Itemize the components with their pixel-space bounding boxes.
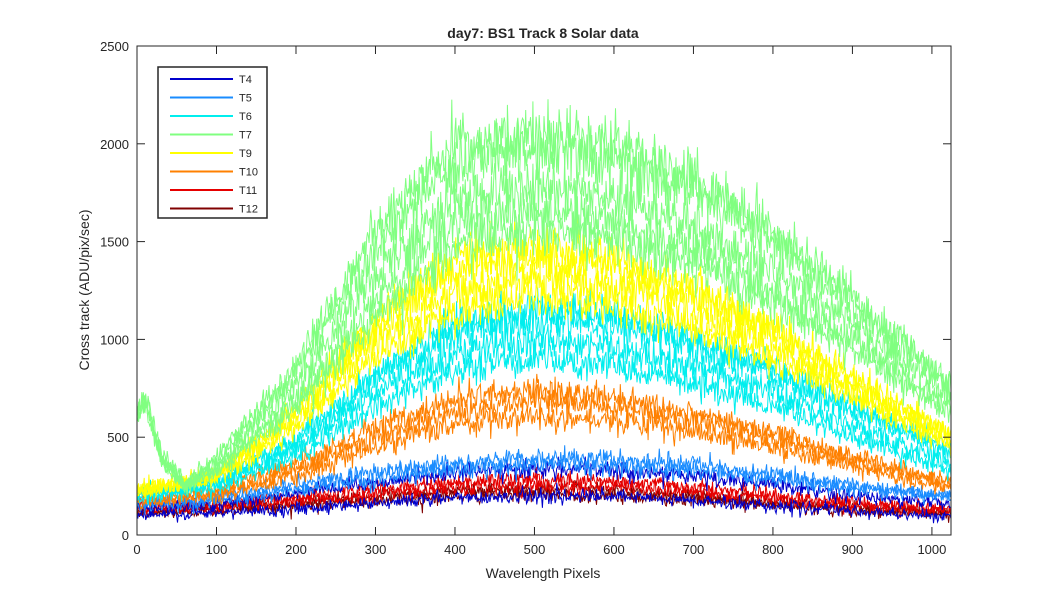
x-tick-label: 0 <box>133 542 140 557</box>
series-line-t9-1 <box>137 278 951 498</box>
series-line-t4-2 <box>137 456 951 516</box>
x-tick-label: 100 <box>206 542 228 557</box>
series-line-t7-3 <box>137 155 951 496</box>
x-tick-label: 400 <box>444 542 466 557</box>
series-line-t5-1 <box>137 452 951 515</box>
series-line-t6-1 <box>137 339 951 505</box>
series-line-t6-4 <box>137 286 951 504</box>
x-tick-label: 500 <box>524 542 546 557</box>
legend-label-t7: T7 <box>239 130 252 142</box>
x-axis-label: Wavelength Pixels <box>486 565 601 581</box>
series-line-t10-3 <box>137 373 951 505</box>
y-tick-label: 1000 <box>100 332 129 347</box>
x-tick-label: 300 <box>365 542 387 557</box>
legend-label-t11: T11 <box>239 185 257 197</box>
x-tick-label: 200 <box>285 542 307 557</box>
y-tick-label: 500 <box>107 430 129 445</box>
legend-box <box>157 66 268 219</box>
x-tick-label: 700 <box>683 542 705 557</box>
legend-label-t4: T4 <box>239 74 252 86</box>
y-tick-label: 2500 <box>100 39 129 54</box>
x-tick-label: 900 <box>842 542 864 557</box>
legend-label-t10: T10 <box>239 167 258 179</box>
chart-title: day7: BS1 Track 8 Solar data <box>447 25 639 41</box>
axes: 0 100 200 300 400 500 600 700 800 900 1000 0 500 1000… <box>100 39 952 557</box>
legend-label-t9: T9 <box>239 148 252 160</box>
legend-label-t5: T5 <box>239 93 252 105</box>
plot-area <box>137 99 951 524</box>
legend-label-t6: T6 <box>239 111 252 123</box>
x-tick-label: 1000 <box>917 542 946 557</box>
y-tick-label: 2000 <box>100 137 129 152</box>
y-tick-label: 0 <box>122 528 129 543</box>
x-tick-label: 600 <box>603 542 625 557</box>
legend-label-t12: T12 <box>239 204 258 216</box>
y-axis-label: Cross track (ADU/pix/sec) <box>76 209 92 370</box>
series-line-t5-2 <box>137 445 951 510</box>
series-line-t4-1 <box>137 482 951 524</box>
axes-box <box>136 45 952 536</box>
x-tick-label: 800 <box>762 542 784 557</box>
legend: T4 T5 T6 T7 T9 T10 T11 T12 <box>157 66 268 219</box>
y-tick-label: 1500 <box>100 235 129 250</box>
series-line-t7-5 <box>137 99 951 491</box>
